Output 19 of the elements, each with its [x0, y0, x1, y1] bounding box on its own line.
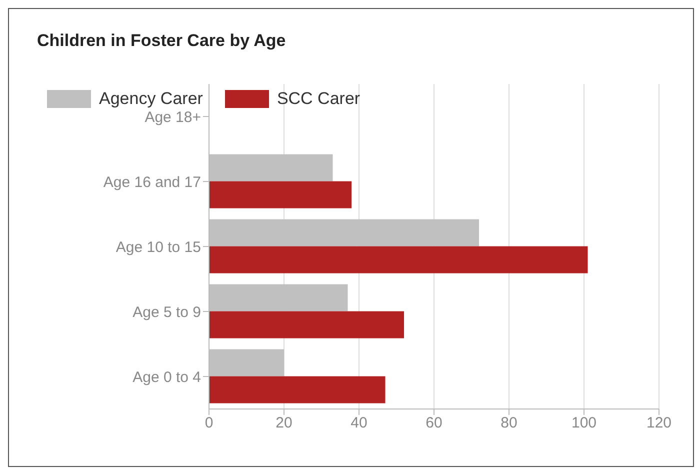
y-tick-label: Age 10 to 15 — [116, 238, 201, 256]
x-tick-label: 40 — [350, 414, 368, 432]
x-tick-label: 60 — [426, 414, 442, 432]
y-tick-label: Age 18+ — [144, 108, 202, 126]
y-tick-label: Age 16 and 17 — [103, 174, 201, 191]
x-tick-label: 20 — [276, 414, 292, 432]
bar — [209, 181, 352, 208]
bar — [209, 376, 386, 404]
x-tick-label: 120 — [646, 414, 672, 432]
legend-label: SCC Carer — [276, 89, 360, 109]
y-tick-label: Age 5 to 9 — [132, 304, 201, 321]
legend-label: Agency Carer — [99, 89, 203, 109]
y-tick-label: Age 0 to 4 — [132, 368, 201, 386]
x-tick-label: 80 — [500, 414, 518, 432]
x-tick-label: 100 — [571, 414, 597, 432]
x-tick-label: 0 — [204, 414, 214, 432]
chart-title: Children in Foster Care by Age — [37, 31, 286, 51]
bar — [209, 246, 588, 274]
bar — [209, 311, 404, 338]
